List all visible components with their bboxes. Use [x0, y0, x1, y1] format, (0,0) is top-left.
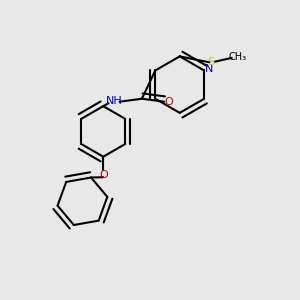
Text: N: N [204, 64, 213, 74]
Text: O: O [99, 170, 108, 180]
Text: CH₃: CH₃ [228, 52, 246, 62]
Text: S: S [207, 57, 214, 67]
Text: O: O [164, 97, 173, 107]
Text: NH: NH [106, 96, 123, 106]
